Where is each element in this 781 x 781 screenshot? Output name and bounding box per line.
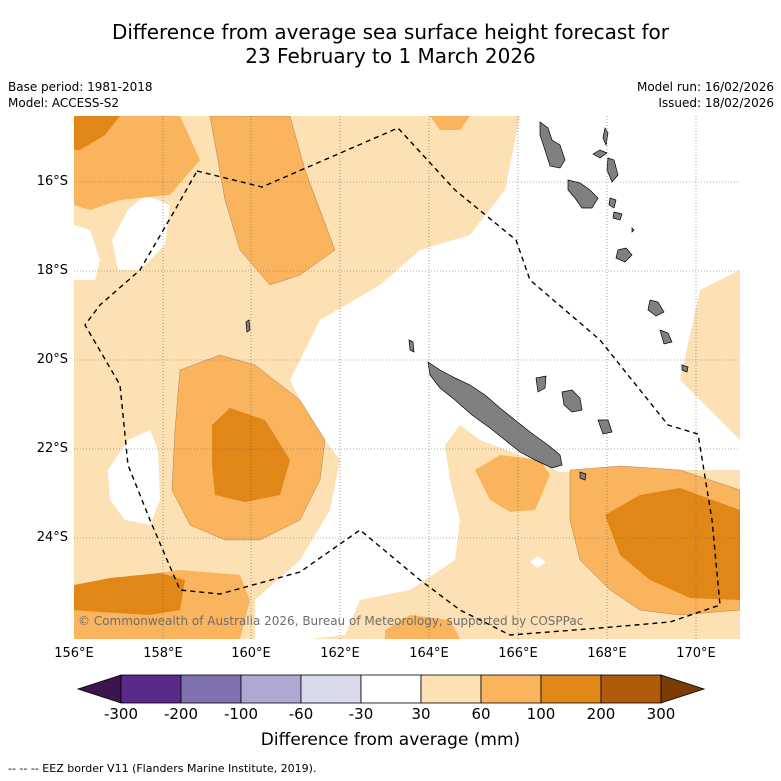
lon-label-160: 160°E — [231, 646, 271, 661]
colorbar-label: -100 — [223, 705, 259, 723]
colorbar — [76, 674, 706, 704]
title-line-2: 23 February to 1 March 2026 — [245, 44, 536, 68]
vanuatu-islet-6 — [631, 227, 635, 233]
eez-legend-footnote: -- -- -- EEZ border V11 (Flanders Marine… — [8, 762, 317, 775]
chesterfield-islet — [245, 319, 251, 333]
colorbar-swatch — [600, 674, 662, 704]
issued-date: Issued: 18/02/2026 — [658, 96, 774, 110]
contour-100-200-sw — [74, 573, 185, 615]
lat-label-18: 18°S — [36, 263, 68, 278]
belep-islet — [408, 339, 415, 353]
ouvea-island — [535, 375, 547, 393]
lon-label-168: 168°E — [587, 646, 627, 661]
contour-60-100-south — [385, 615, 460, 639]
land-masses — [245, 121, 689, 481]
lat-label-22: 22°S — [36, 441, 68, 456]
colorbar-swatch — [180, 674, 242, 704]
lon-label-158: 158°E — [143, 646, 183, 661]
contour-60-100-nw — [74, 116, 200, 210]
colorbar-arrow-high — [660, 674, 706, 704]
malekula-island — [567, 179, 599, 209]
colorbar-swatch — [420, 674, 482, 704]
mare-island — [597, 419, 613, 435]
colorbar-label: -300 — [103, 705, 139, 723]
isle-of-pines — [579, 471, 587, 481]
lat-label-24: 24°S — [36, 530, 68, 545]
efate-island — [615, 247, 633, 263]
colorbar-swatch — [540, 674, 602, 704]
colorbar-title: Difference from average (mm) — [260, 730, 521, 750]
contour-neutral-center — [255, 116, 740, 639]
colorbar-swatch — [300, 674, 362, 704]
contour-60-100-top — [430, 116, 470, 130]
colorbar-swatch — [360, 674, 422, 704]
lon-label-166: 166°E — [498, 646, 538, 661]
vanuatu-islet-5 — [612, 211, 623, 221]
colorbar-label: -60 — [288, 705, 314, 723]
title-line-1: Difference from average sea surface heig… — [111, 20, 670, 44]
colorbar-label: 300 — [646, 705, 676, 723]
aneityum-island — [681, 364, 689, 373]
lat-label-20: 20°S — [36, 352, 68, 367]
lon-label-164: 164°E — [409, 646, 449, 661]
lon-label-170: 170°E — [676, 646, 716, 661]
colorbar-label: -200 — [163, 705, 199, 723]
colorbar-label: 60 — [471, 705, 491, 723]
lat-label-16: 16°S — [36, 174, 68, 189]
contour-100-200-nw — [74, 116, 120, 150]
colorbar-swatch — [480, 674, 542, 704]
new-caledonia-island — [427, 361, 563, 469]
erromango-island — [647, 299, 665, 317]
model-name: Model: ACCESS-S2 — [8, 96, 120, 110]
colorbar-label: -30 — [348, 705, 374, 723]
lifou-island — [561, 389, 583, 413]
contour-neutral-southwest — [108, 430, 160, 525]
vanuatu-islet-4 — [608, 197, 617, 209]
copyright-notice: © Commonwealth of Australia 2026, Bureau… — [78, 614, 584, 628]
contour-60-100-north — [210, 116, 335, 285]
espiritu-santo-island — [539, 121, 566, 169]
base-period: Base period: 1981-2018 — [8, 80, 153, 94]
contour-neutral-northwest — [112, 195, 170, 270]
colorbar-label: 200 — [586, 705, 616, 723]
map-body — [74, 116, 740, 639]
colorbar-swatch — [240, 674, 302, 704]
lon-label-162: 162°E — [320, 646, 360, 661]
contour-neutral-west — [74, 225, 100, 280]
lon-label-156: 156°E — [54, 646, 94, 661]
tanna-island — [659, 329, 673, 345]
contour-60-100-east-small — [475, 455, 550, 512]
colorbar-swatch — [120, 674, 182, 704]
model-run: Model run: 16/02/2026 — [636, 80, 774, 94]
contour-neutral-small — [530, 556, 546, 568]
colorbar-arrow-low — [76, 674, 122, 704]
colorbar-label: 30 — [411, 705, 431, 723]
colorbar-label: 100 — [526, 705, 556, 723]
eez-border — [84, 127, 721, 636]
contour-100-200-se — [605, 488, 740, 600]
